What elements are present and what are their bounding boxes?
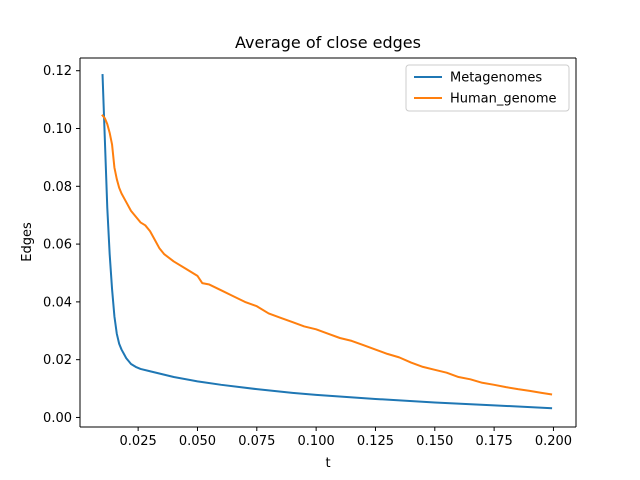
- x-tick-label: 0.075: [238, 434, 275, 449]
- x-tick-label: 0.150: [416, 434, 453, 449]
- y-tick-label: 0.02: [43, 353, 72, 368]
- y-tick-label: 0.00: [43, 411, 72, 426]
- legend-label-human-genome: Human_genome: [450, 92, 557, 107]
- chart-title: Average of close edges: [235, 33, 421, 52]
- x-tick-label: 0.050: [179, 434, 216, 449]
- x-tick-label: 0.175: [476, 434, 513, 449]
- legend-label-metagenomes: Metagenomes: [450, 71, 542, 86]
- y-tick-label: 0.04: [43, 295, 72, 310]
- series-line-human-genome: [101, 114, 553, 396]
- y-tick-label: 0.10: [43, 122, 72, 137]
- series-line-metagenomes: [101, 74, 553, 410]
- y-tick-label: 0.06: [43, 238, 72, 253]
- y-axis-label: Edges: [20, 222, 35, 262]
- x-tick-label: 0.100: [298, 434, 335, 449]
- x-tick-label: 0.025: [120, 434, 157, 449]
- x-tick-label: 0.125: [357, 434, 394, 449]
- plot-area: 0.025 0.050 0.075 0.100 0.125 0.150 0.175 0.200…: [43, 57, 577, 449]
- legend-box: [405, 64, 570, 112]
- y-tick-label: 0.08: [43, 180, 72, 195]
- x-axis-label: t: [325, 456, 330, 471]
- y-tick-label: 0.12: [43, 64, 72, 79]
- x-tick-label: 0.200: [535, 434, 572, 449]
